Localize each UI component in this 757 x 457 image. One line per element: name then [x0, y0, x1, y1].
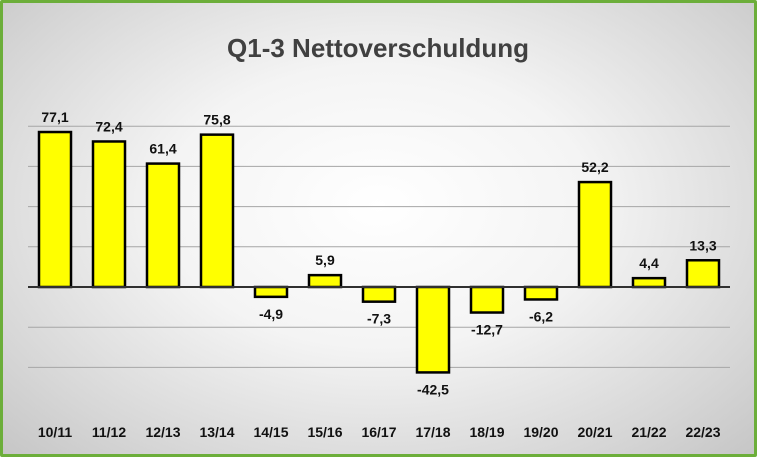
x-tick-label: 17/18 — [415, 424, 450, 440]
data-label: -4,9 — [259, 306, 283, 322]
bar-11/12 — [91, 140, 127, 289]
x-tick-label: 18/19 — [469, 424, 504, 440]
data-label: 61,4 — [149, 141, 176, 157]
data-label: -7,3 — [367, 311, 391, 327]
bars — [28, 130, 730, 374]
x-tick-label: 21/22 — [631, 424, 666, 440]
data-label: 13,3 — [689, 237, 716, 253]
bar-12/13 — [145, 162, 181, 289]
data-labels: 77,1 72,4 61,4 75,8 -4,9 5,9 -7,3 -42,5 -12,7 -6,… — [41, 109, 716, 397]
x-tick-label: 11/12 — [92, 424, 126, 440]
x-tick-label: 16/17 — [361, 424, 396, 440]
data-label: -12,7 — [471, 322, 503, 338]
data-label: -6,2 — [529, 308, 553, 324]
x-tick-label: 20/21 — [577, 424, 612, 440]
bar-20/21 — [577, 180, 613, 289]
chart-title: Q1-3 Nettoverschuldung — [227, 33, 529, 63]
bar-21/22 — [631, 276, 667, 289]
bar-22/23 — [685, 259, 721, 289]
bar-19/20 — [523, 285, 559, 301]
bar-18/19 — [469, 285, 505, 314]
data-label: 72,4 — [95, 118, 122, 134]
x-tick-label: 14/15 — [253, 424, 288, 440]
data-label: 75,8 — [203, 112, 230, 128]
x-tick-label: 12/13 — [145, 424, 180, 440]
bar-16/17 — [361, 285, 397, 303]
x-tick-labels: 10/11 11/12 12/13 13/14 14/15 15/16 16/17 17/18… — [38, 424, 721, 440]
x-tick-label: 15/16 — [307, 424, 342, 440]
gridlines — [28, 125, 730, 368]
x-tick-label: 19/20 — [523, 424, 558, 440]
bar-13/14 — [199, 133, 235, 289]
data-label: 5,9 — [315, 252, 335, 268]
bar-17/18 — [415, 285, 451, 374]
bar-15/16 — [307, 273, 343, 289]
data-label: 52,2 — [581, 159, 608, 175]
bar-chart: Q1-3 Nettoverschuldung 77,1 72,4 61,4 75,8 -… — [28, 33, 730, 440]
data-label: 4,4 — [639, 255, 659, 271]
data-label: 77,1 — [41, 109, 68, 125]
data-label: -42,5 — [417, 381, 449, 397]
bar-10/11 — [37, 130, 73, 289]
x-tick-label: 22/23 — [685, 424, 720, 440]
x-tick-label: 13/14 — [199, 424, 234, 440]
x-tick-label: 10/11 — [38, 424, 72, 440]
bar-14/15 — [253, 285, 289, 299]
